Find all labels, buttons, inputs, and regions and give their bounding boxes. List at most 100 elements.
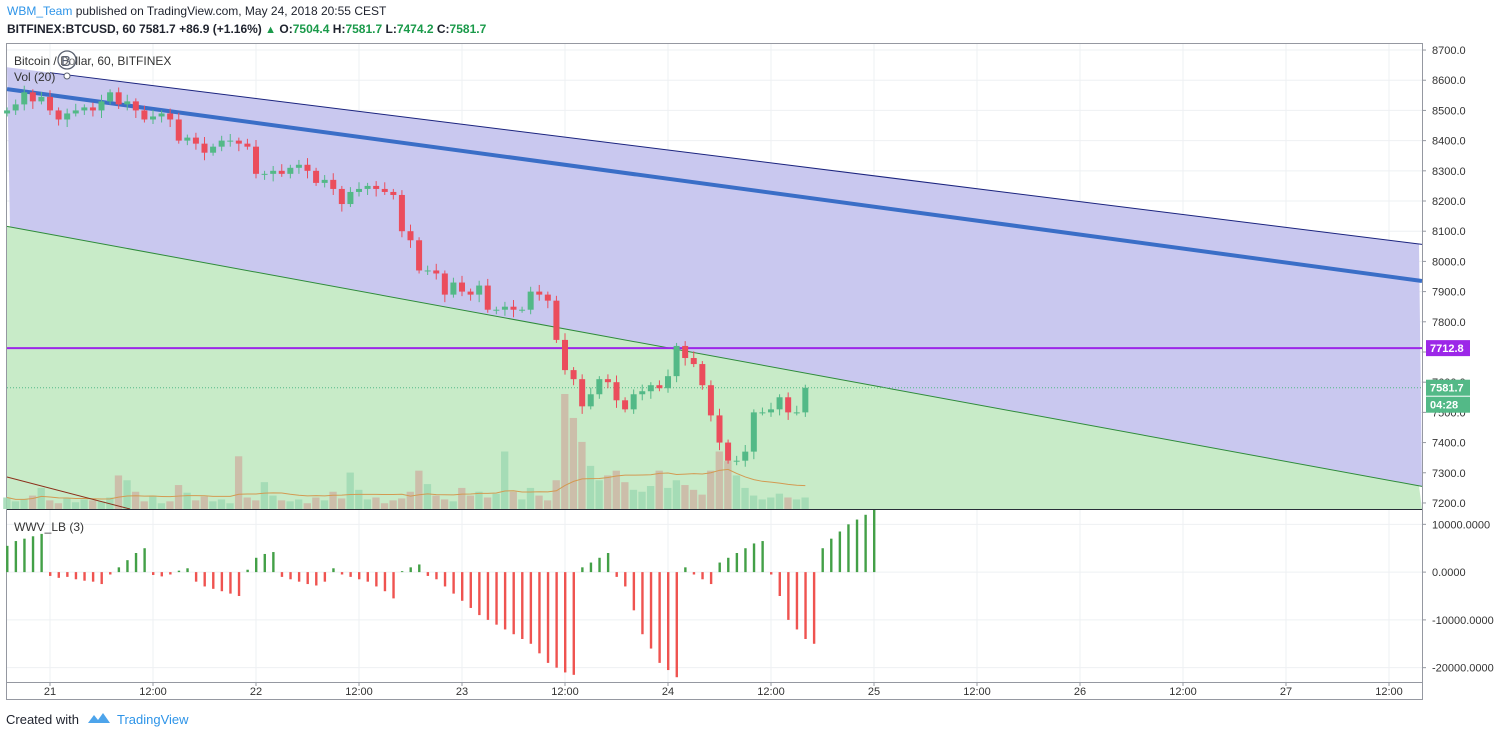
oscillator-bar bbox=[160, 572, 163, 577]
candle-body bbox=[64, 113, 71, 120]
x-tick-label: 23 bbox=[456, 686, 468, 698]
candle-body bbox=[244, 143, 251, 147]
x-tick-label: 12:00 bbox=[963, 686, 991, 698]
volume-bar bbox=[277, 500, 286, 509]
candle-body bbox=[501, 306, 508, 310]
oscillator-bar bbox=[443, 572, 447, 587]
oscillator-bar bbox=[315, 572, 318, 586]
candle-body bbox=[261, 173, 268, 175]
horizontal-level-tag: 7712.8 bbox=[1430, 343, 1464, 355]
candle-body bbox=[81, 107, 88, 111]
chart-area[interactable]: 8700.0 8600.0 8500.0 8400.0 8300.0 8200.0 8100… bbox=[0, 0, 1504, 710]
candle-body bbox=[201, 143, 208, 153]
candlesticks[interactable] bbox=[4, 85, 809, 467]
oscillator-bar bbox=[109, 572, 112, 575]
volume-bar bbox=[363, 499, 372, 509]
candle-body bbox=[802, 387, 809, 413]
candle-body bbox=[441, 273, 448, 295]
candle-body bbox=[115, 92, 122, 105]
x-tick-label: 22 bbox=[250, 686, 262, 698]
candle-body bbox=[630, 394, 637, 410]
candle-body bbox=[776, 397, 783, 410]
low-label: L: bbox=[385, 22, 397, 36]
volume-bar bbox=[535, 495, 543, 509]
oscillator-bar bbox=[495, 572, 498, 625]
candle-body bbox=[184, 137, 191, 141]
volume-bar bbox=[440, 499, 449, 509]
candle-body bbox=[733, 460, 740, 462]
x-tick-label: 12:00 bbox=[1169, 686, 1197, 698]
oscillator-bar bbox=[598, 557, 601, 573]
tradingview-link[interactable]: TradingView bbox=[116, 712, 189, 727]
oscillator-bar bbox=[649, 572, 653, 649]
candle-body bbox=[536, 291, 543, 295]
oscillator-bar bbox=[134, 553, 138, 573]
candle-body bbox=[150, 116, 156, 120]
oscillator-bar bbox=[49, 572, 52, 576]
oscillator-bar bbox=[152, 572, 155, 575]
volume-bar bbox=[46, 500, 54, 509]
x-tick-label: 24 bbox=[662, 686, 674, 698]
oscillator-bar bbox=[66, 572, 69, 577]
trendline-anchor-handle[interactable] bbox=[63, 72, 71, 80]
tradingview-logo-icon bbox=[87, 711, 111, 730]
oscillator-bar bbox=[529, 572, 533, 644]
volume-bar bbox=[372, 497, 380, 509]
volume-bar bbox=[11, 501, 20, 509]
ohlc-row: BITFINEX:BTCUSD, 60 7581.7 +86.9 (+1.16%… bbox=[7, 21, 486, 39]
oscillator-bar bbox=[795, 572, 799, 630]
candle-body bbox=[750, 412, 757, 452]
x-tick-label: 12:00 bbox=[139, 686, 167, 698]
volume-bar bbox=[543, 500, 552, 509]
oscillator-bar bbox=[349, 572, 352, 577]
oscillator-bar bbox=[718, 562, 721, 573]
oscillator-bar bbox=[14, 541, 18, 573]
countdown-tag: 04:28 bbox=[1430, 400, 1458, 412]
oscillator-bar bbox=[306, 572, 309, 585]
volume-bar bbox=[741, 487, 749, 509]
candle-body bbox=[424, 270, 431, 272]
y-tick-label: 7400.0 bbox=[1432, 438, 1466, 450]
candle-body bbox=[673, 345, 680, 377]
oscillator-bar bbox=[847, 524, 850, 573]
candle-body bbox=[373, 185, 380, 189]
last-price-text: 7581.7 bbox=[139, 22, 176, 36]
y-tick-label: 8100.0 bbox=[1432, 226, 1466, 238]
candle-body bbox=[604, 379, 611, 383]
oscillator-bar bbox=[323, 572, 327, 582]
volume-bar bbox=[449, 501, 457, 509]
channel-mid-thick-line bbox=[6, 87, 1423, 283]
volume-bar bbox=[80, 499, 88, 509]
oscillator-bar bbox=[632, 572, 636, 611]
volume-bar bbox=[775, 493, 784, 509]
candle-body bbox=[338, 188, 345, 205]
volume-bar bbox=[200, 496, 208, 509]
oscillator-bar bbox=[383, 572, 387, 592]
chart-header: WBM_Team published on TradingView.com, M… bbox=[0, 0, 1504, 40]
volume-bar bbox=[20, 499, 28, 509]
oscillator-bar bbox=[624, 572, 627, 587]
candle-body bbox=[579, 379, 586, 407]
oscillator-bar bbox=[117, 567, 121, 573]
oscillator-bar bbox=[838, 531, 842, 573]
candle-body bbox=[544, 294, 551, 301]
volume-bar bbox=[664, 487, 672, 509]
candle-body bbox=[459, 282, 465, 292]
volume-bar bbox=[629, 489, 638, 509]
oscillator-bar bbox=[332, 568, 335, 573]
oscillator-bar bbox=[812, 572, 816, 644]
oscillator-bar bbox=[426, 572, 430, 576]
oscillator-bar bbox=[435, 572, 438, 580]
footer: Created with TradingView bbox=[6, 710, 189, 730]
author-link[interactable]: WBM_Team bbox=[7, 4, 73, 18]
published-text: published on TradingView.com, May 24, 20… bbox=[75, 4, 387, 18]
volume-bar bbox=[192, 500, 200, 509]
oscillator-bar bbox=[701, 572, 704, 580]
y-tick-label: 8000.0 bbox=[1432, 256, 1466, 268]
volume-bar bbox=[3, 497, 11, 509]
high-label: H: bbox=[332, 22, 346, 36]
trendlines[interactable] bbox=[6, 72, 1423, 510]
candle-body bbox=[313, 170, 320, 183]
candle-body bbox=[433, 270, 440, 274]
osc-y-tick-label: 10000.0000 bbox=[1432, 519, 1490, 531]
